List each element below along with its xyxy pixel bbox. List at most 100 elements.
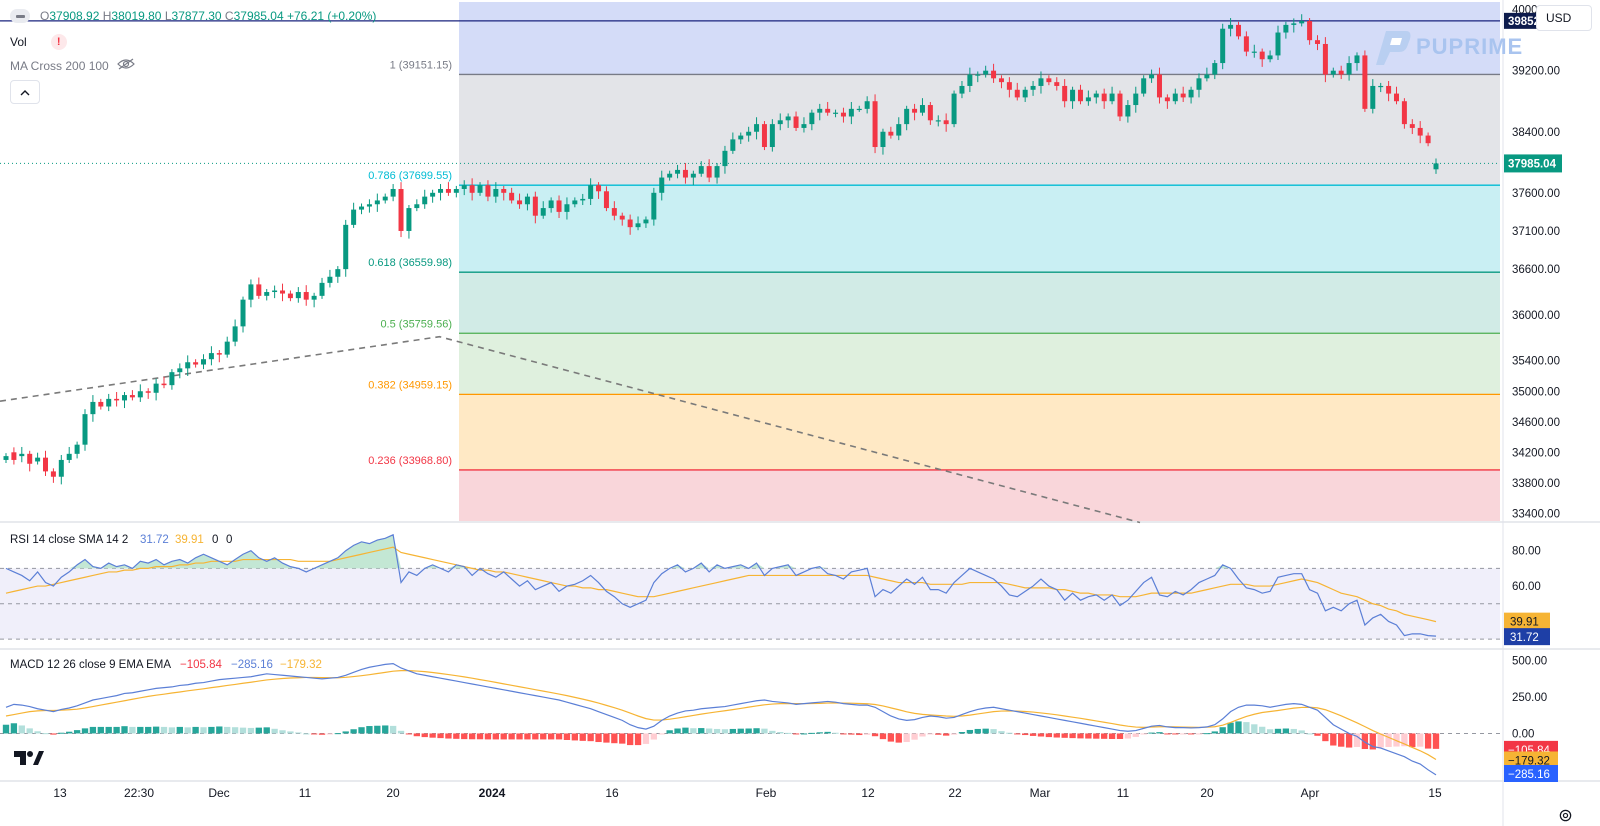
gear-icon[interactable]	[1558, 808, 1573, 826]
macd-histogram-bar	[721, 729, 729, 734]
macd-histogram-bar	[1101, 733, 1108, 739]
candle-body	[856, 108, 862, 111]
candle-body	[1149, 74, 1155, 79]
rsi-sma-line	[5, 546, 1437, 623]
macd-histogram-bar	[10, 723, 18, 734]
candle-body	[1022, 89, 1028, 98]
candle-body	[287, 293, 293, 299]
candle-body	[682, 169, 688, 178]
candle-body	[82, 414, 88, 445]
tradingview-logo	[14, 747, 44, 770]
time-axis-tick: 13	[53, 786, 67, 800]
macd-histogram-bar	[1322, 733, 1329, 742]
candle-body	[311, 295, 317, 300]
legend-toggle-icon[interactable]	[10, 9, 30, 23]
candle-body	[730, 139, 736, 151]
macd-histogram-bar	[374, 725, 381, 734]
ma-cross-legend[interactable]: MA Cross 200 100	[10, 58, 135, 73]
macd-histogram-bar	[89, 726, 97, 734]
candle-body	[1267, 55, 1273, 60]
candle-body	[3, 456, 9, 460]
macd-histogram-bar	[1077, 733, 1084, 739]
fib-zone-0.236	[459, 469, 1500, 521]
ohlc-legend: O37908.92 H38019.80 L37877.30 C37985.04 …	[10, 9, 376, 23]
candle-body	[1409, 124, 1415, 128]
candle-body	[1109, 93, 1115, 102]
macd-histogram-bar	[508, 733, 515, 740]
currency-selector[interactable]: USD	[1536, 5, 1592, 31]
candle-body	[390, 188, 396, 197]
macd-histogram-bar	[476, 733, 484, 740]
macd-histogram-bar	[1053, 733, 1060, 738]
candle-body	[1417, 127, 1423, 136]
candle-body	[1164, 97, 1170, 102]
macd-histogram-bar	[587, 733, 594, 742]
time-axis-tick: Apr	[1301, 786, 1320, 800]
change-value: +76.21 (+0.20%)	[287, 9, 377, 23]
macd-histogram-bar	[137, 726, 144, 734]
candle-body	[11, 452, 17, 460]
candle-body	[98, 401, 104, 407]
candle-body	[596, 185, 602, 192]
fib-zone-0.5	[459, 333, 1500, 395]
candle-body	[137, 391, 143, 398]
time-axis-tick: Feb	[756, 786, 777, 800]
last-price-tag	[1504, 154, 1562, 173]
macd-signal-tag-label: −179.32	[1508, 755, 1550, 767]
volume-legend[interactable]: Vol !	[10, 34, 67, 50]
macd-histogram-bar	[73, 730, 81, 734]
candle-body	[761, 124, 767, 148]
candle-body	[145, 391, 151, 393]
open-label: O	[40, 9, 50, 23]
macd-histogram-bar	[1290, 728, 1297, 734]
macd-histogram-bar	[437, 733, 444, 739]
macd-histogram-bar	[626, 733, 634, 746]
candle-body	[66, 453, 72, 460]
macd-histogram-bar	[160, 726, 168, 734]
warning-icon[interactable]: !	[50, 34, 67, 50]
candle-body	[627, 219, 633, 228]
candle-body	[430, 192, 436, 197]
macd-histogram-bar	[1108, 733, 1116, 739]
macd-histogram-bar	[658, 733, 665, 735]
candle-body	[1030, 85, 1036, 90]
candle-body	[177, 368, 183, 373]
candle-body	[224, 341, 230, 355]
macd-axis-tick: 250.00	[1512, 692, 1547, 704]
candle-body	[422, 196, 428, 205]
macd-histogram-bar	[871, 733, 879, 737]
macd-histogram-bar	[1251, 724, 1258, 734]
candle-body	[548, 200, 554, 209]
macd-histogram-bar	[1085, 733, 1092, 739]
macd-histogram-bar	[18, 725, 25, 734]
hidden-eye-icon[interactable]	[116, 58, 135, 73]
macd-histogram-bar	[540, 733, 547, 740]
macd-histogram-bar	[832, 732, 839, 734]
macd-histogram-bar	[887, 733, 895, 742]
candle-body	[1291, 23, 1297, 25]
macd-histogram-bar	[1369, 733, 1376, 750]
candle-body	[359, 206, 365, 210]
rsi-legend-title: RSI 14 close SMA 14 2	[10, 534, 128, 546]
macd-histogram-bar	[911, 733, 918, 740]
macd-histogram-bar	[421, 733, 428, 738]
macd-legend-hist: −105.84	[180, 659, 222, 671]
macd-histogram-bar	[603, 733, 610, 743]
collapse-legend-button[interactable]	[10, 80, 40, 104]
candle-body	[208, 353, 214, 360]
time-axis-tick: 11	[1117, 786, 1130, 800]
candle-body	[872, 101, 878, 148]
macd-histogram-bar	[777, 732, 784, 734]
macd-histogram-bar	[1093, 733, 1100, 739]
macd-histogram-bar	[1164, 733, 1171, 735]
rsi-legend-value: 31.72	[140, 534, 169, 546]
macd-histogram-bar	[903, 733, 910, 743]
candle-body	[540, 208, 546, 216]
candle-body	[1046, 78, 1052, 83]
fib-level-label-0.5: 0.5 (35759.56)	[380, 318, 452, 330]
macd-histogram-bar	[974, 728, 981, 734]
candle-body	[335, 269, 341, 277]
candle-body	[983, 70, 989, 75]
macd-histogram-bar	[358, 727, 365, 734]
